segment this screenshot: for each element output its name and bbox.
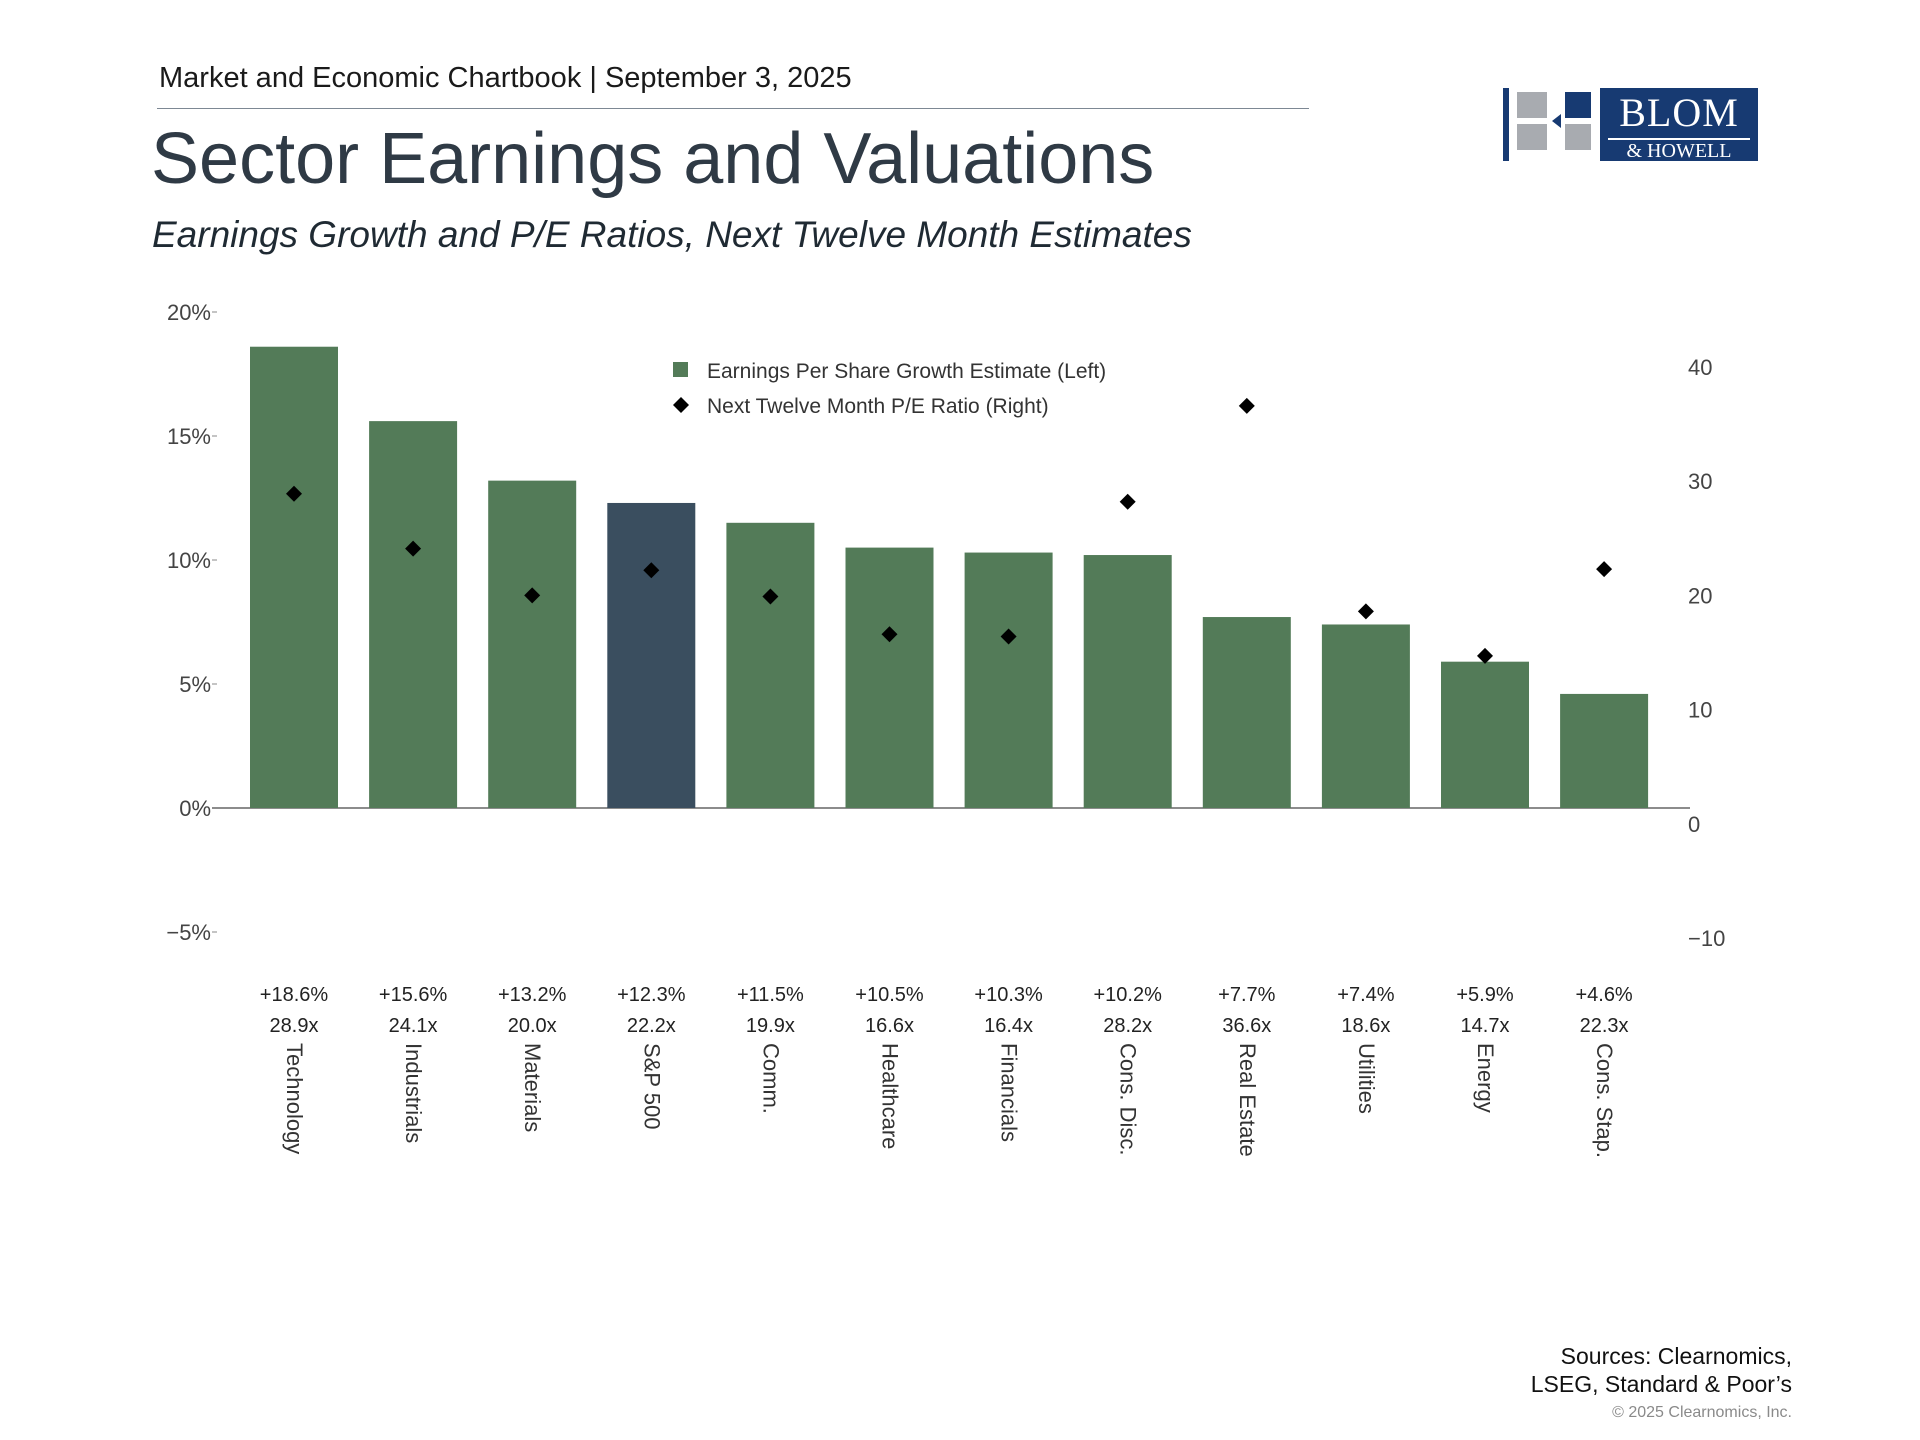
- category-label-9: Utilities: [1354, 1043, 1379, 1114]
- pe-label-5: 16.6x: [865, 1015, 914, 1037]
- pe-marker-6: [1000, 628, 1017, 645]
- logo-square-top-left: [1517, 92, 1547, 118]
- legend-swatch-bar: [673, 362, 688, 377]
- category-label-0: Technology: [282, 1043, 307, 1154]
- eps-label-10: +5.9%: [1456, 984, 1513, 1006]
- pe-label-3: 22.2x: [627, 1015, 676, 1037]
- pe-label-0: 28.9x: [270, 1015, 319, 1037]
- page-subtitle: Earnings Growth and P/E Ratios, Next Twe…: [152, 214, 1192, 255]
- category-label-11: Cons. Stap.: [1592, 1043, 1617, 1158]
- header-divider: [157, 108, 1309, 109]
- bar-3: [607, 502, 696, 808]
- pe-label-6: 16.4x: [984, 1015, 1033, 1037]
- logo-arrow-mark: [1552, 114, 1561, 128]
- pe-marker-5: [881, 626, 898, 643]
- pe-label-2: 20.0x: [508, 1015, 557, 1037]
- bar-1: [369, 421, 458, 808]
- y-left-tick-label: 5%: [179, 672, 211, 697]
- pe-label-10: 14.7x: [1461, 1015, 1510, 1037]
- bar-4: [726, 522, 815, 808]
- logo-square-bottom-right: [1565, 124, 1591, 150]
- eps-label-8: +7.7%: [1218, 984, 1275, 1006]
- bar-0: [250, 346, 338, 808]
- sources-line2: LSEG, Standard & Poor’s: [1530, 1371, 1792, 1397]
- category-label-6: Financials: [997, 1043, 1022, 1142]
- legend-swatch-marker: [673, 397, 689, 413]
- eps-label-2: +13.2%: [498, 984, 567, 1006]
- category-label-2: Materials: [520, 1043, 545, 1132]
- bar-8: [1202, 617, 1291, 808]
- copyright: © 2025 Clearnomics, Inc.: [1612, 1404, 1792, 1421]
- eps-label-1: +15.6%: [379, 984, 448, 1006]
- pe-marker-7: [1119, 493, 1136, 510]
- logo-square-bottom-left: [1517, 124, 1547, 150]
- y-left-tick-label: 10%: [167, 548, 211, 573]
- pe-label-8: 36.6x: [1222, 1015, 1271, 1037]
- y-right-tick-label: −10: [1688, 926, 1725, 951]
- bar-9: [1321, 624, 1410, 808]
- pe-marker-11: [1596, 561, 1613, 578]
- eps-label-11: +4.6%: [1575, 984, 1632, 1006]
- y-left-tick-label: −5%: [166, 920, 211, 945]
- page-title: Sector Earnings and Valuations: [151, 119, 1155, 199]
- pe-label-7: 28.2x: [1103, 1015, 1152, 1037]
- y-right-tick-label: 20: [1688, 583, 1712, 608]
- pe-marker-0: [286, 485, 302, 502]
- pe-marker-3: [643, 562, 660, 579]
- category-label-5: Healthcare: [878, 1043, 903, 1149]
- y-left-tick-label: 15%: [167, 424, 211, 449]
- logo-square-top-right: [1565, 92, 1591, 118]
- pe-label-11: 22.3x: [1580, 1015, 1629, 1037]
- category-label-7: Cons. Disc.: [1116, 1043, 1141, 1155]
- logo-line2: & HOWELL: [1608, 138, 1750, 161]
- eps-label-7: +10.2%: [1094, 984, 1163, 1006]
- y-left-tick-label: 20%: [167, 300, 211, 325]
- eps-label-0: +18.6%: [260, 984, 329, 1006]
- sources-line1: Sources: Clearnomics,: [1560, 1343, 1792, 1369]
- blom-howell-logo: BLOM & HOWELL: [1503, 88, 1758, 161]
- eps-label-3: +12.3%: [617, 984, 686, 1006]
- bar-7: [1083, 555, 1172, 808]
- category-label-8: Real Estate: [1235, 1043, 1260, 1157]
- y-right-tick-label: 40: [1688, 355, 1712, 380]
- bar-5: [845, 547, 934, 808]
- eps-label-5: +10.5%: [855, 984, 924, 1006]
- legend-label-bar: Earnings Per Share Growth Estimate (Left…: [707, 360, 1106, 383]
- pe-marker-8: [1238, 397, 1255, 414]
- legend-label-marker: Next Twelve Month P/E Ratio (Right): [707, 395, 1049, 418]
- bar-10: [1441, 661, 1529, 808]
- sources-note: Sources: Clearnomics, LSEG, Standard & P…: [1531, 1342, 1792, 1398]
- bar-2: [488, 480, 577, 808]
- logo-wordmark: BLOM & HOWELL: [1600, 88, 1758, 161]
- category-label-10: Energy: [1473, 1043, 1498, 1113]
- pe-label-1: 24.1x: [389, 1015, 438, 1037]
- y-left-tick-label: 0%: [179, 796, 211, 821]
- bar-11: [1560, 693, 1649, 808]
- logo-bar-mark: [1503, 88, 1509, 161]
- category-label-1: Industrials: [401, 1043, 426, 1143]
- pe-marker-9: [1357, 603, 1374, 620]
- pe-label-4: 19.9x: [746, 1015, 795, 1037]
- chartbook-header: Market and Economic Chartbook | Septembe…: [159, 62, 852, 94]
- eps-label-6: +10.3%: [974, 984, 1043, 1006]
- y-right-tick-label: 10: [1688, 698, 1712, 723]
- y-right-tick-label: 0: [1688, 812, 1700, 837]
- pe-marker-4: [762, 588, 779, 605]
- category-label-3: S&P 500: [639, 1043, 664, 1129]
- category-label-4: Comm.: [758, 1043, 783, 1114]
- eps-label-9: +7.4%: [1337, 984, 1394, 1006]
- eps-label-4: +11.5%: [737, 984, 804, 1006]
- pe-marker-1: [405, 540, 422, 557]
- bar-6: [964, 552, 1053, 808]
- y-right-tick-label: 30: [1688, 469, 1712, 494]
- pe-label-9: 18.6x: [1341, 1015, 1390, 1037]
- pe-marker-10: [1477, 647, 1493, 664]
- logo-line1: BLOM: [1619, 90, 1739, 135]
- pe-marker-2: [524, 587, 541, 604]
